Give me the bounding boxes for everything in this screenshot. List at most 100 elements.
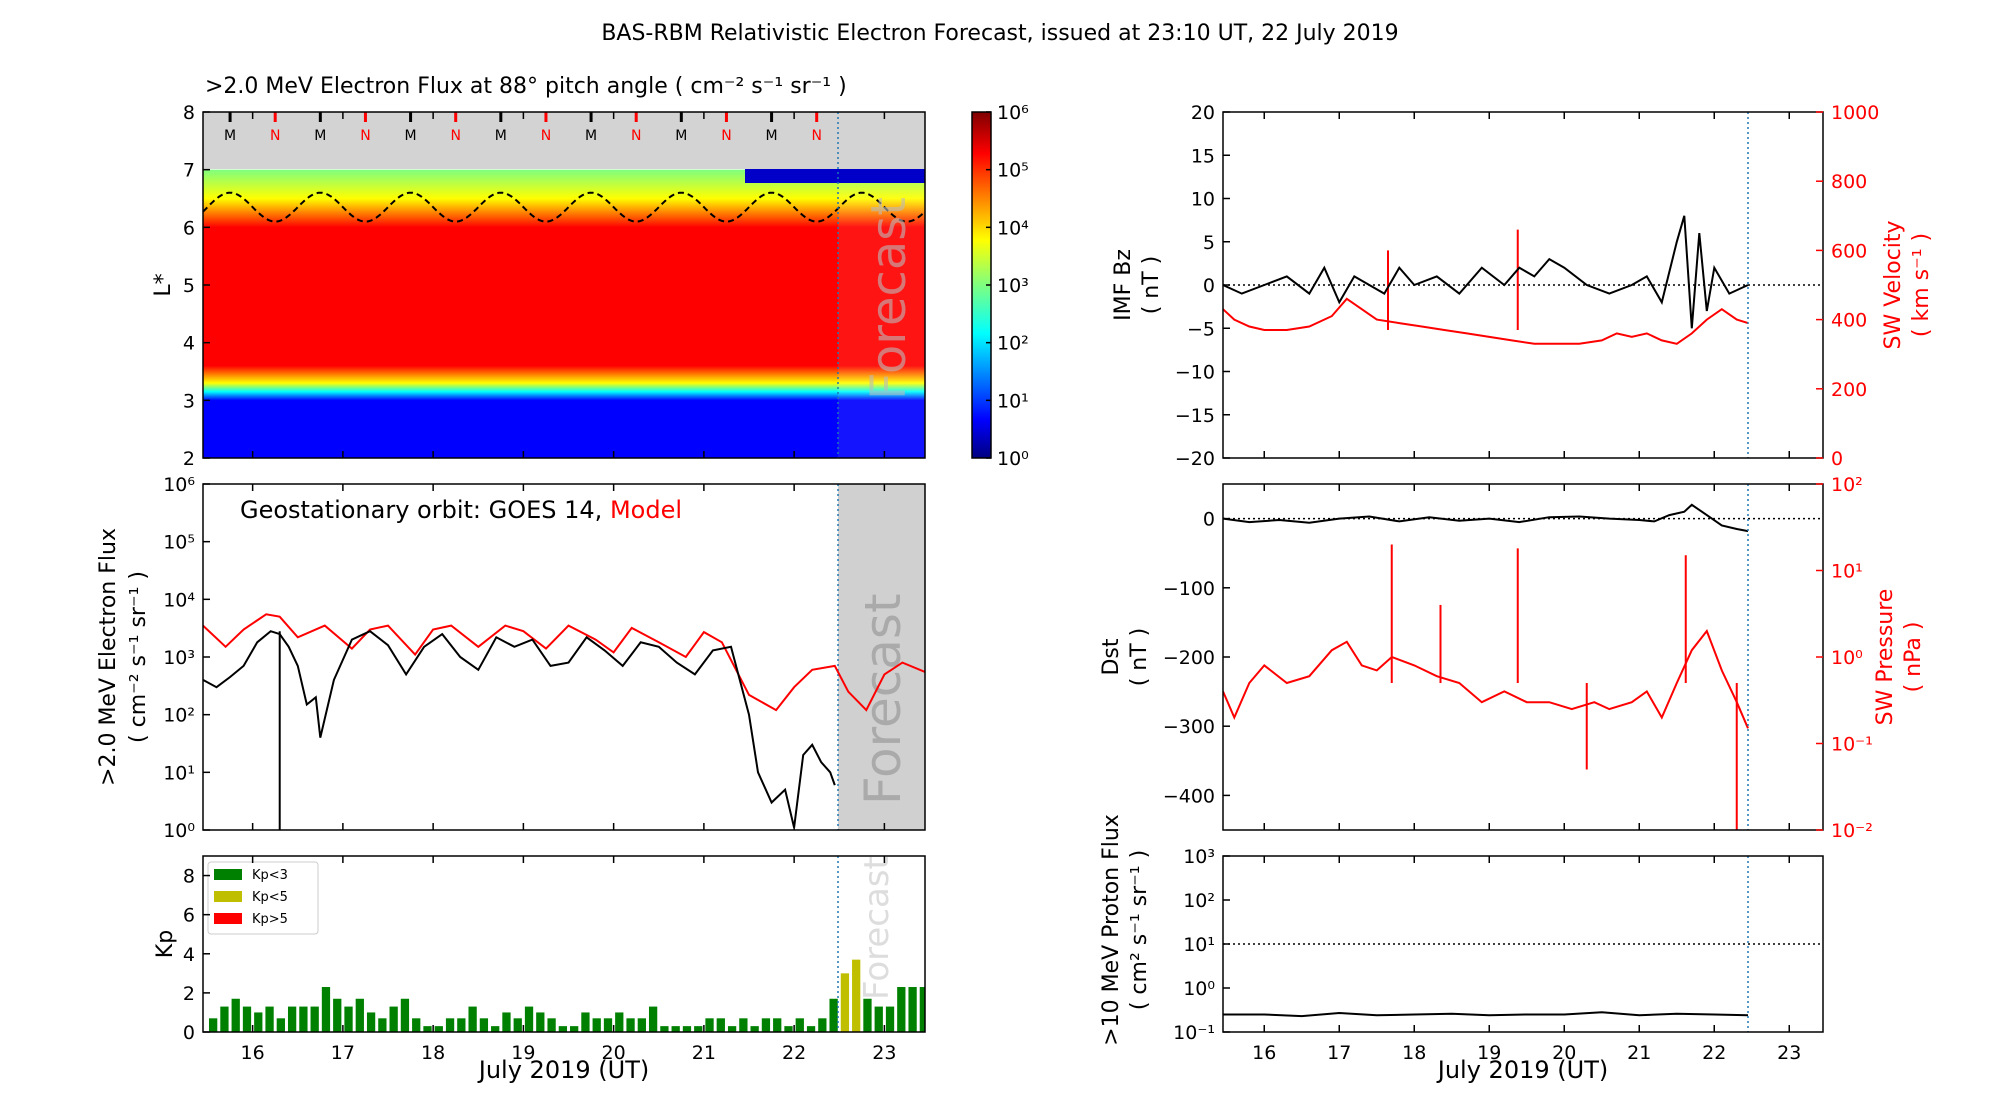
colorbar-tick-label: 10¹ [997, 390, 1029, 412]
kp-bar [287, 1006, 297, 1032]
kp-bar [1044, 1007, 1052, 1032]
kp-xlabel: July 2019 (UT) [477, 1056, 649, 1084]
kp-bar [333, 998, 342, 1032]
kp-bars [209, 959, 1052, 1032]
y-tick-label: 20 [1191, 102, 1215, 124]
kp-bar [423, 1026, 432, 1032]
y-tick-label: 1000 [1831, 102, 1879, 124]
kp-bar [344, 1006, 353, 1032]
colorbar-tick-label: 10⁰ [997, 448, 1029, 470]
kp-bar [660, 1026, 669, 1032]
imf-panel: −20 −15 −10 −5 0 5 10 15 20 0 200 400 600 800 1000 IM… [1111, 102, 1934, 470]
kp-bar [378, 1018, 387, 1032]
kp-bar [479, 1018, 489, 1032]
geo-y-axis: 10⁰ 10¹ 10² 10³ 10⁴ 10⁵ 10⁶ [163, 474, 210, 842]
marker-label: N [450, 128, 460, 144]
flux-map-forecast-label: Forecast [861, 197, 917, 400]
kp-bar [626, 1018, 635, 1032]
kp-bar [310, 1006, 319, 1032]
kp-bar [987, 1007, 995, 1032]
kp-bar [412, 1018, 421, 1032]
kp-bar [999, 1007, 1007, 1032]
proton-xlabel: July 2019 (UT) [1436, 1056, 1608, 1084]
y-tick-label: 10³ [163, 647, 195, 669]
dst-line [1223, 503, 1749, 533]
marker-label: M [675, 128, 687, 144]
vsw-ylabel-1: SW Velocity [1881, 220, 1906, 349]
flux-map-panel: >2.0 MeV Electron Flux at 88° pitch angl… [151, 74, 1029, 470]
marker-label: N [360, 128, 370, 144]
x-tick-label: 19 [511, 1042, 535, 1064]
x-tick-label: 23 [872, 1042, 896, 1064]
imf-x-ticks [1263, 112, 1790, 458]
y-tick-label: 10³ [1183, 846, 1215, 868]
x-tick-label: 20 [1552, 1042, 1576, 1064]
kp-legend-swatch-gt5 [214, 913, 242, 924]
y-tick-label: 10⁴ [163, 589, 195, 611]
colorbar-tick-label: 10⁶ [997, 102, 1029, 124]
y-tick-label: 4 [183, 333, 195, 355]
x-tick-label: 22 [782, 1042, 806, 1064]
kp-bar [897, 987, 906, 1032]
sw-pressure-spikes [1390, 544, 1738, 830]
proton-ylabel-1: >10 MeV Proton Flux [1099, 814, 1124, 1046]
x-tick-label: 19 [1477, 1042, 1501, 1064]
kp-bar [468, 1006, 477, 1032]
x-tick-label: 16 [241, 1042, 265, 1064]
flux-map-heatmap [203, 169, 925, 458]
dst-left-axis: 0 −100 −200 −300 −400 [1163, 509, 1230, 807]
kp-bar [716, 1018, 725, 1032]
kp-bar [931, 993, 939, 1032]
y-tick-label: 10⁰ [1183, 978, 1215, 1000]
kp-bar [389, 1006, 398, 1032]
y-tick-label: −200 [1163, 647, 1215, 669]
kp-bar [276, 1018, 285, 1032]
imf-bz-line [1223, 215, 1749, 329]
marker-label: M [224, 128, 236, 144]
imf-left-axis: −20 −15 −10 −5 0 5 10 15 20 [1175, 102, 1230, 470]
y-tick-label: 0 [1831, 448, 1843, 470]
kp-bar [570, 1026, 579, 1032]
dst-frame [1222, 483, 1824, 831]
psw-right-axis: 10⁻² 10⁻¹ 10⁰ 10¹ 10² [1816, 474, 1873, 842]
kp-bar [536, 1012, 545, 1032]
imf-ylabel-1: IMF Bz [1111, 249, 1136, 321]
kp-bar [592, 1018, 601, 1032]
kp-bar [242, 1006, 252, 1032]
kp-bar [524, 1006, 534, 1032]
kp-bar [942, 999, 950, 1032]
geo-annotation-model: Model [610, 496, 682, 524]
kp-bar [321, 987, 331, 1032]
y-tick-label: 8 [183, 102, 195, 124]
kp-bar [885, 1006, 895, 1032]
marker-label: M [405, 128, 417, 144]
x-tick-label: 17 [1327, 1042, 1351, 1064]
kp-bar [400, 998, 410, 1032]
flux-map-dark-corner [745, 169, 925, 183]
kp-legend-gt5: Kp>5 [252, 912, 288, 927]
x-tick-label: 22 [1702, 1042, 1726, 1064]
y-tick-label: 3 [183, 390, 195, 412]
kp-bar [648, 1006, 658, 1032]
psw-ylabel-1: SW Pressure [1873, 589, 1898, 726]
kp-bar [1010, 1007, 1018, 1032]
dst-x-ticks [1263, 484, 1790, 830]
proton-y-axis: 10⁻¹ 10⁰ 10¹ 10² 10³ [1173, 846, 1230, 1044]
kp-bar [547, 1018, 556, 1032]
kp-bar [908, 987, 917, 1032]
x-tick-label: 17 [331, 1042, 355, 1064]
kp-bar [491, 1026, 500, 1032]
x-tick-label: 18 [1402, 1042, 1426, 1064]
y-tick-label: 10² [1831, 474, 1863, 496]
kp-bar [818, 1018, 827, 1032]
kp-bar [829, 998, 838, 1032]
proton-flux-line [1223, 1011, 1749, 1018]
kp-bar [671, 1026, 680, 1032]
kp-bar [965, 1007, 973, 1032]
y-tick-label: 800 [1831, 171, 1867, 193]
kp-legend-lt5: Kp<5 [252, 890, 288, 905]
sw-velocity-spikes [1387, 229, 1519, 330]
geo-ylabel-1: >2.0 MeV Electron Flux [96, 528, 121, 786]
